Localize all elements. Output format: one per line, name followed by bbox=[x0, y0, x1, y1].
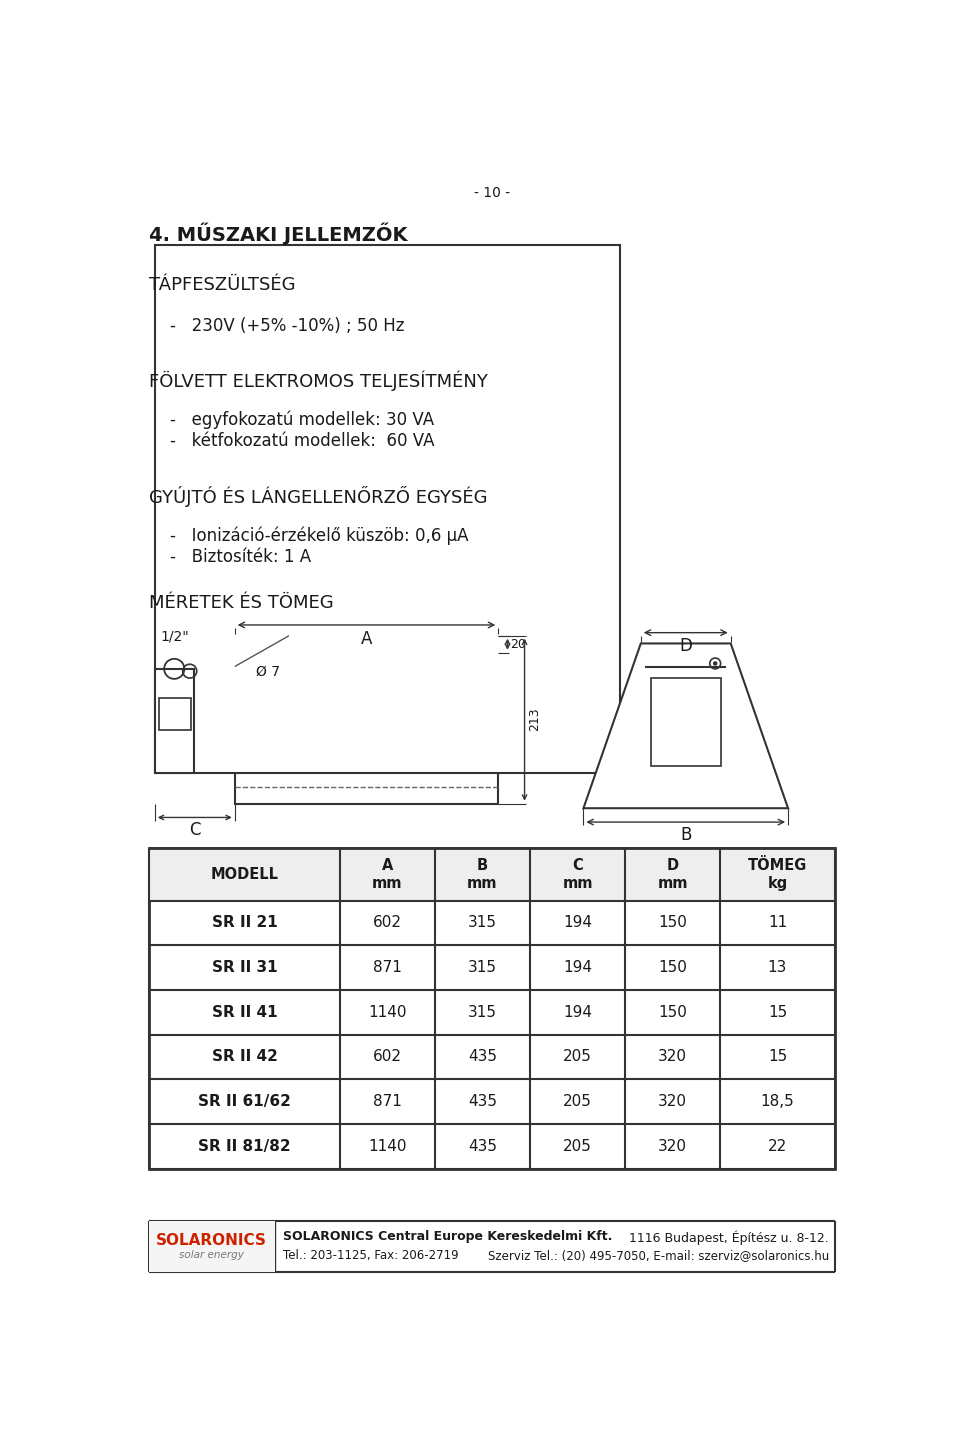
Text: 320: 320 bbox=[659, 1049, 687, 1065]
Text: 205: 205 bbox=[564, 1139, 592, 1154]
Text: Szerviz Tel.: (20) 495-7050, E-mail: szerviz@solaronics.hu: Szerviz Tel.: (20) 495-7050, E-mail: sze… bbox=[488, 1248, 829, 1261]
Text: 602: 602 bbox=[372, 1049, 402, 1065]
Text: 13: 13 bbox=[768, 960, 787, 976]
Text: GYÚJTÓ ÉS LÁNGELLENŐRZŐ EGYSÉG: GYÚJTÓ ÉS LÁNGELLENŐRZŐ EGYSÉG bbox=[150, 486, 488, 508]
Text: 1/2": 1/2" bbox=[160, 630, 189, 643]
Text: 435: 435 bbox=[468, 1139, 497, 1154]
Text: 315: 315 bbox=[468, 1004, 497, 1020]
Text: 315: 315 bbox=[468, 960, 497, 976]
Text: D: D bbox=[680, 637, 692, 654]
Bar bbox=[150, 848, 834, 901]
Text: -   Biztosíték: 1 A: - Biztosíték: 1 A bbox=[170, 548, 311, 565]
Text: C
mm: C mm bbox=[563, 858, 593, 891]
Bar bbox=[150, 1221, 275, 1271]
Bar bbox=[150, 848, 834, 1168]
Text: B
mm: B mm bbox=[468, 858, 497, 891]
Text: 1116 Budapest, Építész u. 8-12.: 1116 Budapest, Építész u. 8-12. bbox=[630, 1230, 829, 1244]
Text: 205: 205 bbox=[564, 1093, 592, 1109]
Text: 150: 150 bbox=[659, 960, 687, 976]
Text: SR II 61/62: SR II 61/62 bbox=[198, 1093, 291, 1109]
Text: 11: 11 bbox=[768, 916, 787, 930]
Text: 4. MŰSZAKI JELLEMZŐK: 4. MŰSZAKI JELLEMZŐK bbox=[150, 222, 408, 245]
Text: A: A bbox=[361, 630, 372, 647]
Text: 435: 435 bbox=[468, 1049, 497, 1065]
Text: -   egyfokozatú modellek: 30 VA: - egyfokozatú modellek: 30 VA bbox=[170, 410, 435, 429]
Text: SOLARONICS Central Europe Kereskedelmi Kft.: SOLARONICS Central Europe Kereskedelmi K… bbox=[283, 1230, 612, 1243]
Text: 20: 20 bbox=[511, 637, 526, 650]
Text: 15: 15 bbox=[768, 1004, 787, 1020]
Text: 213: 213 bbox=[528, 707, 540, 732]
Text: - 10 -: - 10 - bbox=[474, 187, 510, 199]
Text: MODELL: MODELL bbox=[210, 867, 278, 883]
Text: SR II 21: SR II 21 bbox=[212, 916, 277, 930]
Text: SOLARONICS: SOLARONICS bbox=[156, 1233, 267, 1248]
Text: 1140: 1140 bbox=[368, 1139, 407, 1154]
Text: Tel.: 203-1125, Fax: 206-2719: Tel.: 203-1125, Fax: 206-2719 bbox=[283, 1248, 458, 1261]
Text: 602: 602 bbox=[372, 916, 402, 930]
Text: SR II 41: SR II 41 bbox=[212, 1004, 277, 1020]
Text: SR II 81/82: SR II 81/82 bbox=[199, 1139, 291, 1154]
Text: TÁPFESZÜLTSÉG: TÁPFESZÜLTSÉG bbox=[150, 276, 296, 294]
Text: MÉRETEK ÉS TÖMEG: MÉRETEK ÉS TÖMEG bbox=[150, 594, 334, 613]
Bar bbox=[194, 682, 234, 763]
Polygon shape bbox=[584, 643, 788, 808]
Text: Ø 7: Ø 7 bbox=[256, 664, 280, 679]
Bar bbox=[155, 669, 194, 773]
Text: TÖMEG
kg: TÖMEG kg bbox=[748, 858, 807, 891]
Text: 194: 194 bbox=[564, 916, 592, 930]
Circle shape bbox=[713, 662, 717, 664]
Text: FÖLVETT ELEKTROMOS TELJESÍTMÉNY: FÖLVETT ELEKTROMOS TELJESÍTMÉNY bbox=[150, 370, 489, 392]
Bar bbox=[651, 679, 721, 766]
Text: A
mm: A mm bbox=[372, 858, 402, 891]
Bar bbox=[158, 697, 191, 730]
Text: 150: 150 bbox=[659, 916, 687, 930]
Bar bbox=[155, 245, 620, 773]
Text: 150: 150 bbox=[659, 1004, 687, 1020]
Text: 315: 315 bbox=[468, 916, 497, 930]
Text: B: B bbox=[680, 827, 691, 844]
Text: solar energy: solar energy bbox=[179, 1250, 244, 1260]
Text: C: C bbox=[189, 821, 201, 839]
Text: 435: 435 bbox=[468, 1093, 497, 1109]
Text: 205: 205 bbox=[564, 1049, 592, 1065]
Text: -   kétfokozatú modellek:  60 VA: - kétfokozatú modellek: 60 VA bbox=[170, 432, 435, 451]
Text: 18,5: 18,5 bbox=[760, 1093, 794, 1109]
Bar bbox=[234, 636, 498, 804]
Text: 15: 15 bbox=[768, 1049, 787, 1065]
Text: D
mm: D mm bbox=[658, 858, 688, 891]
Text: 871: 871 bbox=[372, 1093, 402, 1109]
Text: -   Ionizáció-érzékelő küszöb: 0,6 μA: - Ionizáció-érzékelő küszöb: 0,6 μA bbox=[170, 527, 468, 545]
Text: 1140: 1140 bbox=[368, 1004, 407, 1020]
Text: SR II 31: SR II 31 bbox=[212, 960, 277, 976]
Text: 320: 320 bbox=[659, 1139, 687, 1154]
Text: SR II 42: SR II 42 bbox=[211, 1049, 277, 1065]
Text: 871: 871 bbox=[372, 960, 402, 976]
Text: 22: 22 bbox=[768, 1139, 787, 1154]
Text: 194: 194 bbox=[564, 1004, 592, 1020]
Text: 320: 320 bbox=[659, 1093, 687, 1109]
Text: 194: 194 bbox=[564, 960, 592, 976]
Text: -   230V (+5% -10%) ; 50 Hz: - 230V (+5% -10%) ; 50 Hz bbox=[170, 317, 405, 334]
